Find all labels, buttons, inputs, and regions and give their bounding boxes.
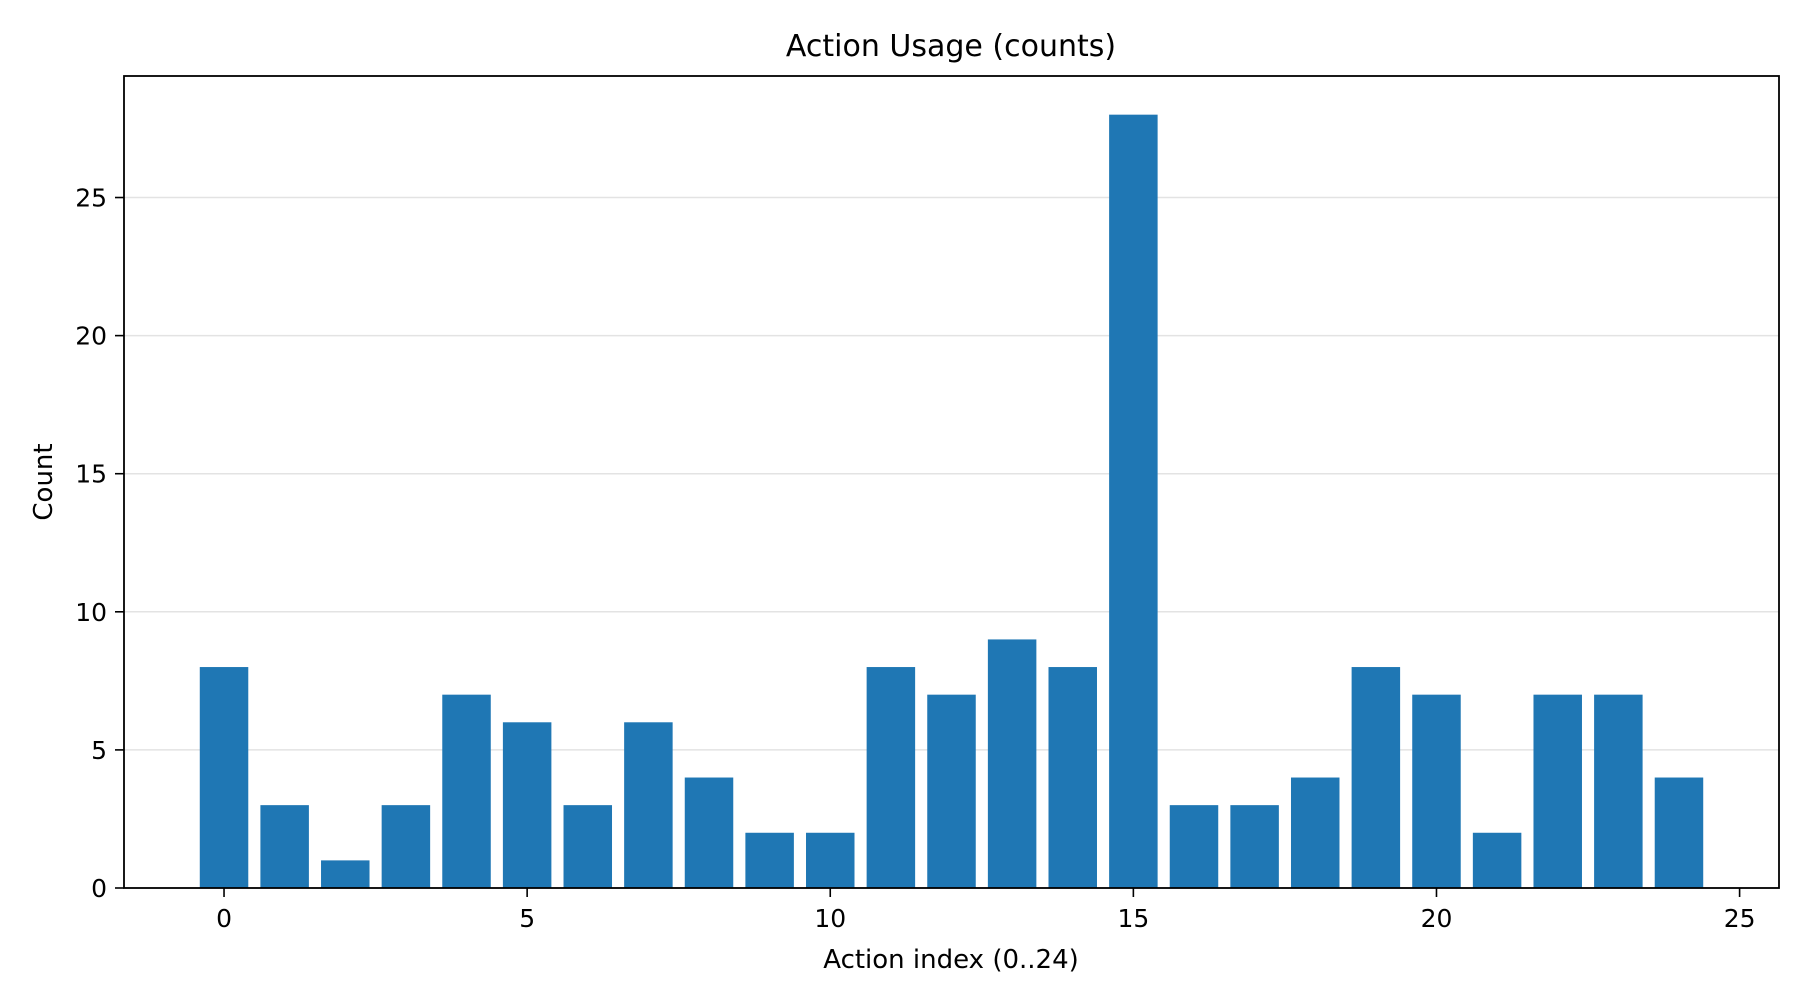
- bar-action-21: [1472, 832, 1522, 888]
- x-tick-label-5: 5: [519, 904, 535, 933]
- bar-action-1: [260, 805, 309, 888]
- y-tick-label-0: 0: [91, 874, 107, 903]
- bar-action-9: [745, 832, 794, 888]
- bar-action-6: [563, 805, 613, 888]
- bar-action-22: [1533, 694, 1582, 888]
- bar-action-8: [684, 777, 734, 888]
- x-tick-label-20: 20: [1421, 904, 1453, 933]
- bar-action-24: [1654, 777, 1704, 888]
- bar-action-2: [321, 860, 370, 888]
- y-tick-label-20: 20: [75, 322, 107, 351]
- chart-title: Action Usage (counts): [786, 29, 1116, 64]
- bar-action-11: [866, 667, 916, 888]
- bar-action-5: [502, 722, 552, 888]
- bar-action-19: [1351, 667, 1401, 888]
- bar-action-7: [624, 722, 673, 888]
- bar-action-0: [199, 667, 249, 888]
- bar-action-20: [1412, 694, 1461, 888]
- x-axis-label: Action index (0..24): [823, 945, 1079, 975]
- axis-ticks: 0 5 10 15 20 25 0 5 10 15 20 25: [75, 184, 1755, 933]
- y-tick-label-5: 5: [91, 736, 107, 765]
- y-tick-label-10: 10: [75, 598, 107, 627]
- x-tick-label-10: 10: [814, 904, 846, 933]
- x-tick-label-0: 0: [216, 904, 232, 933]
- y-tick-label-25: 25: [75, 184, 107, 213]
- bar-action-12: [927, 694, 976, 888]
- bar-action-4: [442, 694, 491, 888]
- bar-action-23: [1594, 694, 1643, 888]
- bar-action-18: [1290, 777, 1340, 888]
- bars: [199, 114, 1704, 888]
- bar-action-13: [987, 639, 1037, 888]
- bar-action-10: [806, 832, 855, 888]
- bar-action-17: [1230, 805, 1279, 888]
- x-tick-label-15: 15: [1117, 904, 1149, 933]
- y-tick-label-15: 15: [75, 460, 107, 489]
- bar-action-3: [381, 805, 431, 888]
- x-tick-label-25: 25: [1724, 904, 1756, 933]
- plot-frame: [123, 75, 1780, 889]
- bar-action-14: [1048, 667, 1097, 888]
- y-axis-label: Count: [29, 443, 59, 520]
- bar-action-15: [1109, 114, 1158, 888]
- bar-action-16: [1169, 805, 1219, 888]
